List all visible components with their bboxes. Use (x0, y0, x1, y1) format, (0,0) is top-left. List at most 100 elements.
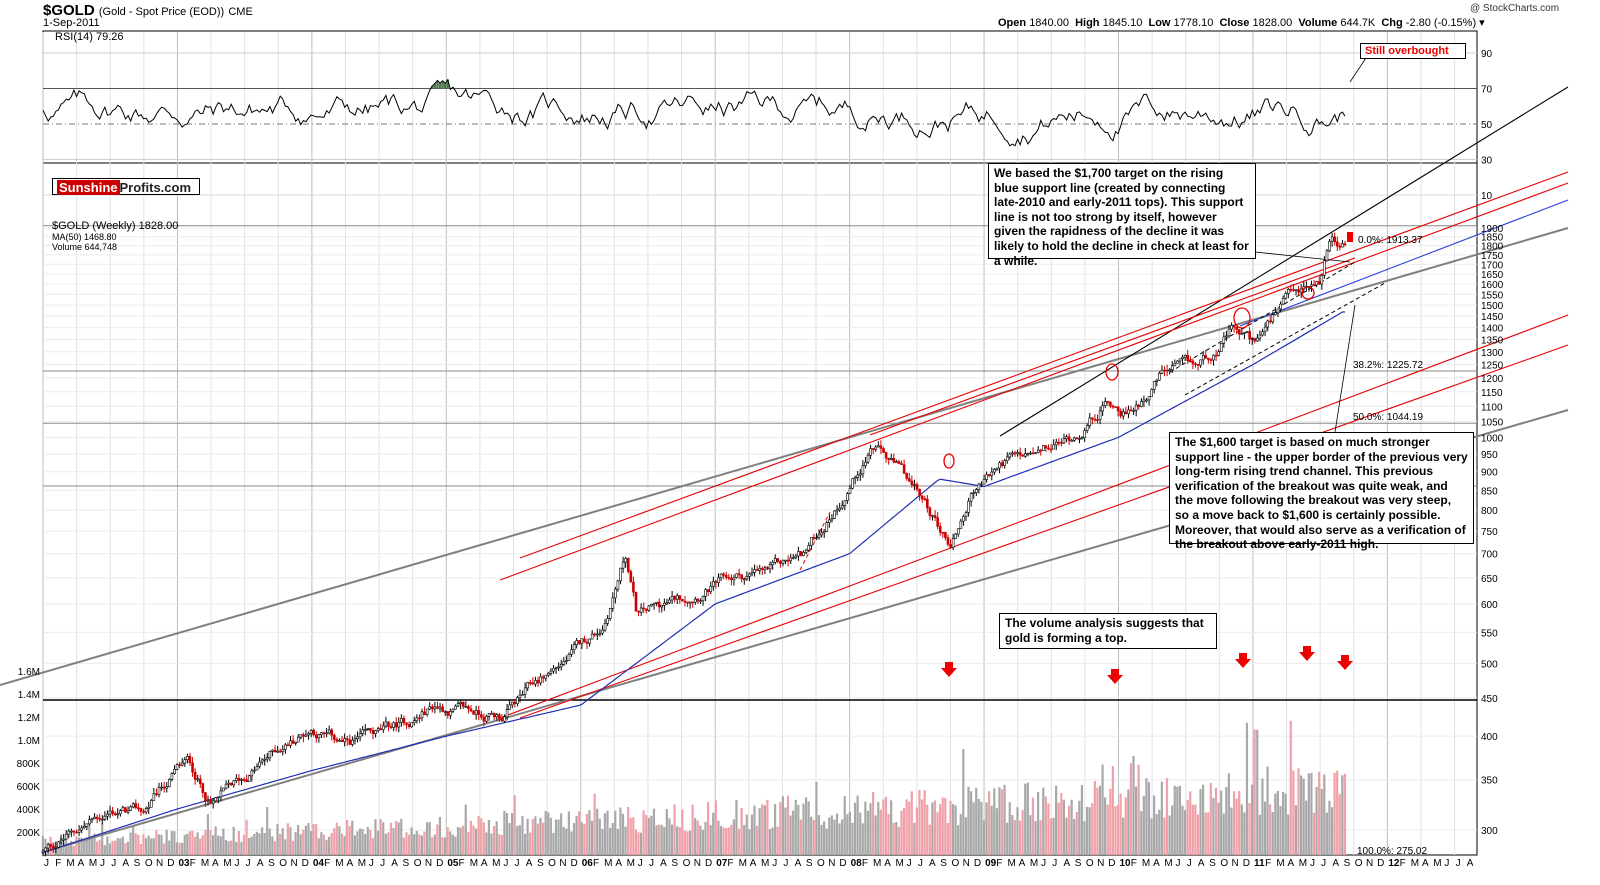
price-body (302, 734, 305, 737)
volume-bar (462, 825, 465, 855)
volume-bar (634, 829, 637, 855)
price-body (335, 739, 339, 742)
volume-bar (183, 834, 186, 855)
volume-bar (320, 832, 323, 855)
price-body (343, 738, 346, 743)
price-body (704, 589, 707, 597)
price-body (998, 462, 1001, 469)
volume-bar (150, 838, 153, 855)
volume-bar (1202, 784, 1205, 855)
price-body (278, 750, 282, 753)
price-body (93, 816, 96, 820)
price-body (528, 682, 532, 684)
volume-bar (492, 826, 496, 855)
volume-bar (871, 792, 875, 855)
price-body (59, 839, 63, 843)
price-body (1049, 448, 1053, 451)
volume-bar (864, 801, 867, 855)
price-body (268, 751, 272, 759)
volume-bar (307, 823, 310, 855)
price-tick-label: 1500 (1481, 301, 1504, 312)
price-body (678, 595, 682, 600)
x-tick-label: S (134, 858, 141, 869)
volume-bar (696, 820, 699, 855)
volume-bar (1294, 805, 1298, 855)
price-body (1201, 355, 1205, 361)
price-body (583, 638, 586, 643)
volume-bar (1018, 820, 1022, 855)
price-tick-label: 450 (1481, 694, 1498, 705)
volume-bar (1008, 802, 1011, 855)
volume-bar (1091, 803, 1094, 855)
price-body (505, 709, 509, 718)
price-body (962, 516, 965, 522)
price-body (1047, 447, 1050, 450)
price-body (804, 549, 808, 553)
price-body (518, 694, 522, 698)
price-body (1310, 284, 1313, 287)
price-body (706, 589, 710, 593)
volume-bar (1044, 796, 1047, 855)
price-body (443, 711, 447, 713)
volume-bar (766, 799, 769, 855)
price-body (920, 495, 924, 500)
price-body (402, 717, 406, 724)
price-body (637, 610, 640, 613)
volume-bar (477, 816, 480, 855)
volume-bar (1271, 812, 1274, 855)
price-body (245, 779, 248, 782)
price-bars (41, 232, 1347, 857)
volume-bar (343, 836, 346, 855)
price-tick-label: 400 (1481, 732, 1498, 743)
price-tick-label: 1550 (1481, 290, 1504, 301)
price-body (1238, 329, 1241, 335)
volume-bar (1333, 772, 1336, 855)
price-body (137, 807, 140, 809)
price-body (100, 818, 104, 821)
rsi-tick-label: 50 (1481, 120, 1493, 131)
price-body (1212, 354, 1215, 361)
price-body (41, 850, 45, 853)
volume-bar (962, 749, 965, 855)
volume-bar (704, 822, 707, 855)
price-body (825, 522, 829, 532)
price-body (735, 573, 738, 578)
price-body (149, 800, 153, 808)
volume-bar (990, 805, 993, 855)
volume-bar (1137, 764, 1140, 855)
x-tick-label: J (246, 858, 251, 869)
x-tick-label: F (1265, 858, 1271, 869)
volume-bar (1088, 807, 1091, 855)
volume-bar (420, 835, 424, 855)
price-body (709, 586, 713, 593)
price-body (701, 595, 705, 601)
volume-bar (655, 825, 658, 855)
volume-bar (284, 839, 287, 855)
price-body (482, 716, 486, 722)
volume-bar (415, 830, 418, 855)
volume-bar (276, 823, 279, 855)
price-body (44, 847, 47, 852)
volume-bar (90, 837, 93, 855)
volume-bar (1114, 806, 1117, 855)
volume-bar (547, 812, 550, 855)
price-body (1333, 236, 1337, 243)
volume-bar (495, 821, 498, 855)
volume-bar (1217, 802, 1220, 855)
price-body (585, 641, 589, 644)
volume-bar (446, 827, 449, 855)
volume-bar (289, 827, 292, 855)
dropdown-icon[interactable]: ▾ (1479, 17, 1485, 29)
volume-bar (851, 822, 854, 855)
volume-bar (614, 810, 617, 855)
volume-bar (160, 834, 163, 855)
volume-bar (1085, 806, 1089, 855)
volume-bar (681, 809, 684, 855)
close-label: Close (1219, 17, 1250, 29)
volume-bar (1127, 789, 1130, 855)
volume-bar (395, 821, 398, 855)
x-tick-label: M (627, 858, 635, 869)
volume-bar (632, 817, 635, 855)
price-body (1075, 437, 1079, 440)
volume-bar (1153, 795, 1156, 855)
